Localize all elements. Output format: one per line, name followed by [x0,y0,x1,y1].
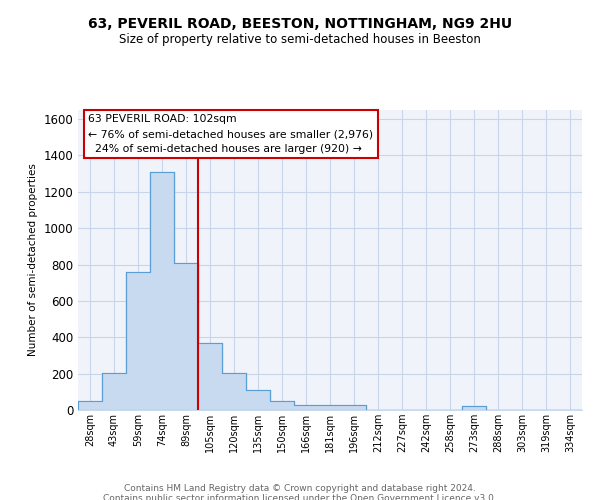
Text: 63 PEVERIL ROAD: 102sqm
← 76% of semi-detached houses are smaller (2,976)
  24% : 63 PEVERIL ROAD: 102sqm ← 76% of semi-de… [88,114,373,154]
Text: Size of property relative to semi-detached houses in Beeston: Size of property relative to semi-detach… [119,32,481,46]
Y-axis label: Number of semi-detached properties: Number of semi-detached properties [28,164,38,356]
Text: 63, PEVERIL ROAD, BEESTON, NOTTINGHAM, NG9 2HU: 63, PEVERIL ROAD, BEESTON, NOTTINGHAM, N… [88,18,512,32]
Text: Contains HM Land Registry data © Crown copyright and database right 2024.: Contains HM Land Registry data © Crown c… [124,484,476,493]
Text: Contains public sector information licensed under the Open Government Licence v3: Contains public sector information licen… [103,494,497,500]
